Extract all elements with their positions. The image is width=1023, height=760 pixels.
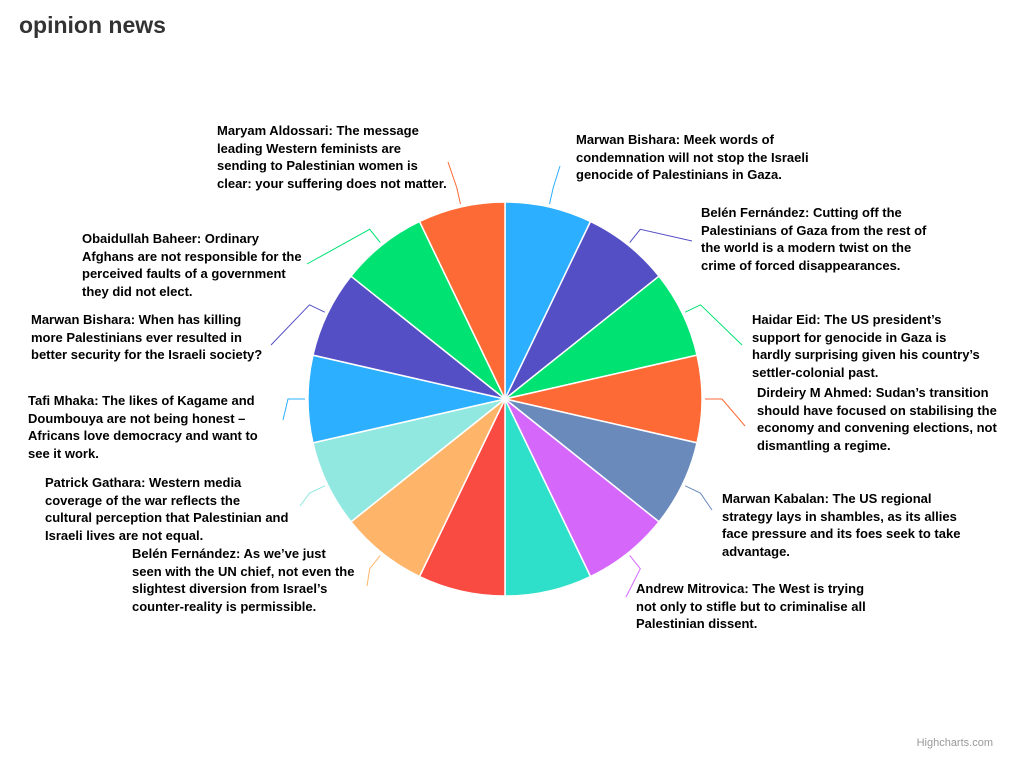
slice-data-label: Andrew Mitrovica: The West is trying not…: [636, 581, 866, 631]
label-connector: [282, 398, 305, 421]
label-connector: [625, 555, 641, 598]
label-connector: [447, 161, 461, 205]
label-connector: [684, 304, 743, 346]
slice-data-label: Tafi Mhaka: The likes of Kagame and Doum…: [28, 393, 258, 461]
slice-data-label: Maryam Aldossari: The message leading We…: [217, 123, 447, 191]
slice-data-label: Obaidullah Baheer: Ordinary Afghans are …: [82, 231, 302, 299]
slice-data-label: Belén Fernández: Cutting off the Palesti…: [701, 205, 927, 273]
label-connector: [299, 485, 326, 507]
label-connector: [684, 485, 713, 511]
label-connector: [306, 228, 381, 265]
slice-data-label: Patrick Gathara: Western media coverage …: [45, 475, 289, 543]
label-connector: [549, 165, 561, 205]
slice-data-label: Belén Fernández: As we’ve just seen with…: [132, 546, 355, 614]
slice-data-label: Marwan Kabalan: The US regional strategy…: [722, 491, 961, 559]
slice-data-label: Marwan Bishara: When has killing more Pa…: [31, 312, 263, 362]
label-connector: [629, 228, 693, 243]
chart-title: opinion news: [19, 12, 166, 38]
label-connector: [366, 555, 381, 587]
label-connector: [705, 398, 746, 427]
slice-data-label: Marwan Bishara: Meek words of condemnati…: [576, 132, 809, 182]
pie-slice[interactable]: [418, 201, 506, 400]
label-connector: [270, 304, 326, 346]
slice-data-label: Dirdeiry M Ahmed: Sudan’s transition sho…: [757, 385, 997, 453]
slice-data-label: Haidar Eid: The US president’s support f…: [752, 312, 980, 380]
credits-link[interactable]: Highcharts.com: [916, 737, 993, 749]
